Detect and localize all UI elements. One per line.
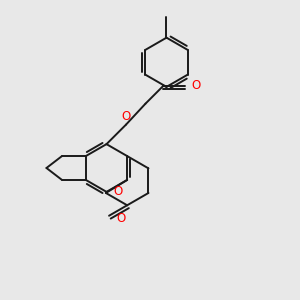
Text: O: O: [117, 212, 126, 225]
Text: O: O: [191, 79, 200, 92]
Text: O: O: [122, 110, 130, 122]
Text: O: O: [113, 185, 123, 198]
